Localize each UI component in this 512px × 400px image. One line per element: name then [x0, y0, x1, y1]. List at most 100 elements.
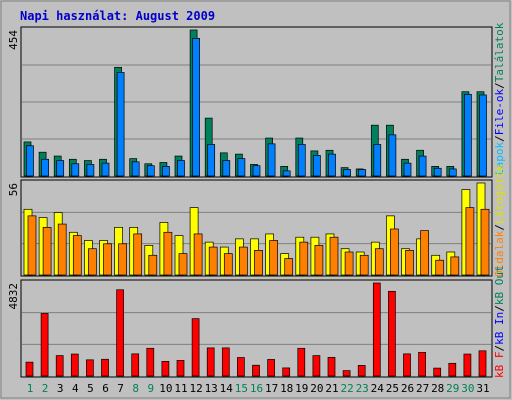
day-label-26: 26 [401, 382, 414, 395]
kbytes-bar-day-3 [55, 355, 64, 377]
day-label-3: 3 [57, 382, 64, 395]
pages-bar-day-11 [178, 253, 188, 276]
day-label-25: 25 [386, 382, 399, 395]
files-bar-day-19 [297, 144, 306, 177]
files-bar-day-8 [131, 161, 140, 177]
pages-bar-day-13 [208, 246, 218, 276]
files-bar-day-29 [448, 168, 457, 177]
pages-bar-day-27 [420, 230, 429, 276]
kbytes-bar-day-27 [418, 351, 426, 377]
pages-bar-day-16 [254, 250, 263, 276]
x-axis-day-labels: 1 2 3 4 5 6 7 8 9 10 11 12 13 14 15 16 17 18 19 20 21 22 23 24 2… [27, 382, 490, 395]
pages-bar-day-1 [27, 215, 37, 276]
panel-top-bars [23, 29, 487, 177]
day-label-22: 22 [340, 382, 353, 395]
day-label-2: 2 [42, 382, 49, 395]
day-label-21: 21 [325, 382, 338, 395]
files-bar-day-14 [222, 160, 231, 177]
files-bar-day-13 [207, 144, 216, 177]
kbytes-bar-day-5 [86, 359, 94, 377]
pages-bar-day-3 [57, 223, 67, 276]
panel-top-max-label: 454 [7, 30, 20, 50]
day-label-20: 20 [310, 382, 323, 395]
kbytes-bar-day-7 [116, 289, 124, 377]
day-label-13: 13 [205, 382, 218, 395]
files-bar-day-2 [41, 158, 49, 177]
files-bar-day-15 [237, 158, 246, 177]
pages-bar-day-15 [239, 246, 248, 276]
files-bar-day-1 [26, 145, 34, 177]
pages-bar-day-23 [359, 254, 369, 276]
day-label-5: 5 [87, 382, 94, 395]
files-bar-day-31 [479, 94, 487, 177]
pages-bar-day-8 [133, 233, 143, 276]
day-label-6: 6 [102, 382, 109, 395]
kbytes-bar-day-28 [433, 367, 442, 377]
day-label-29: 29 [446, 382, 459, 395]
files-bar-day-5 [86, 164, 95, 177]
day-label-9: 9 [147, 382, 154, 395]
panel-bottom-background [20, 279, 493, 378]
files-bar-day-17 [267, 143, 276, 177]
files-bar-day-7 [116, 72, 125, 177]
panel-bottom-bars [25, 282, 487, 377]
pages-bar-day-2 [42, 227, 52, 276]
pages-bar-day-29 [450, 256, 460, 276]
files-bar-day-11 [177, 160, 185, 177]
pages-bar-day-7 [118, 243, 127, 276]
files-bar-day-30 [464, 93, 472, 177]
pages-bar-day-31 [480, 208, 490, 276]
panel-middle-max-label: 56 [7, 183, 20, 196]
pages-bar-day-18 [284, 258, 294, 276]
kbytes-bar-day-2 [40, 313, 49, 377]
kbytes-bar-day-12 [191, 318, 200, 377]
pages-bar-day-6 [103, 243, 112, 276]
side-label-middle: Oldalak/Látogatók [493, 164, 506, 277]
kbytes-bar-day-6 [101, 358, 109, 377]
pages-bar-day-19 [299, 241, 309, 276]
kbytes-bar-day-16 [252, 364, 260, 377]
files-bar-day-9 [146, 165, 155, 177]
kbytes-bar-day-8 [131, 353, 140, 377]
day-label-17: 17 [265, 382, 278, 395]
panel-middle-bars [23, 182, 490, 276]
pages-bar-day-25 [390, 228, 399, 276]
kbytes-bar-day-1 [25, 361, 34, 377]
files-bar-day-20 [313, 155, 321, 177]
kbytes-bar-day-14 [221, 347, 230, 377]
panel-bottom: 4832 [7, 279, 493, 378]
panel-bottom-max-label: 4832 [7, 283, 20, 310]
pages-bar-day-17 [269, 240, 278, 276]
kbytes-bar-day-26 [403, 353, 411, 377]
kbytes-bar-day-9 [146, 347, 155, 377]
pages-bar-day-21 [329, 236, 339, 276]
kbytes-bar-day-25 [388, 290, 396, 377]
kbytes-bar-day-19 [297, 347, 306, 377]
files-bar-day-6 [101, 162, 110, 177]
kbytes-bar-day-11 [176, 360, 185, 377]
pages-bar-day-24 [374, 248, 384, 276]
panel-top-gridlines [22, 64, 491, 140]
kbytes-bar-day-29 [448, 362, 457, 377]
day-label-31: 31 [476, 382, 489, 395]
kbytes-bar-day-22 [342, 370, 351, 377]
day-label-10: 10 [159, 382, 172, 395]
day-label-8: 8 [132, 382, 139, 395]
pages-bar-day-30 [465, 207, 475, 276]
kbytes-bar-day-10 [161, 361, 170, 377]
files-bar-day-4 [71, 163, 80, 177]
day-label-7: 7 [117, 382, 124, 395]
files-bar-day-21 [328, 153, 336, 177]
files-bar-day-26 [403, 162, 412, 177]
kbytes-bar-day-30 [463, 353, 472, 377]
files-bar-day-28 [433, 167, 442, 177]
day-label-18: 18 [280, 382, 293, 395]
pages-bar-day-9 [148, 254, 158, 276]
files-bar-day-3 [56, 160, 65, 177]
day-label-15: 15 [235, 382, 248, 395]
files-bar-day-10 [162, 166, 170, 177]
pages-bar-day-5 [88, 248, 97, 276]
side-label-bottom: kB F/kB In/kB Out [493, 265, 506, 378]
